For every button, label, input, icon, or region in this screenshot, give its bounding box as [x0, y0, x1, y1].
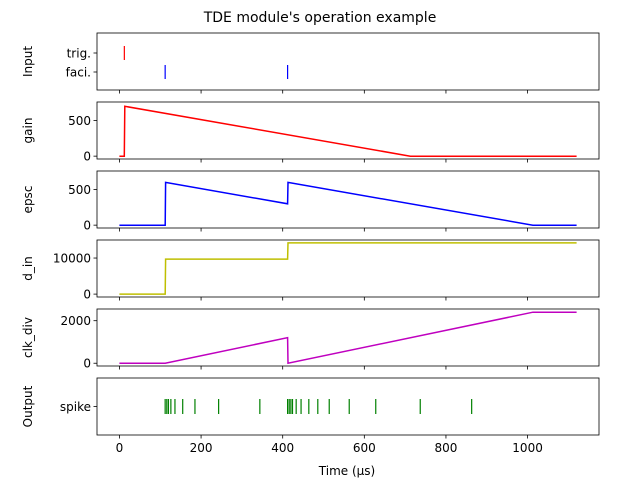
y-tick-label: 0 [83, 219, 91, 233]
series-line-d_in [119, 242, 577, 295]
y-axis-label: Input [21, 46, 35, 77]
y-tick-label: 0 [83, 150, 91, 164]
category-label: spike [60, 400, 91, 414]
x-axis-label: Time (μs) [318, 464, 375, 478]
series-line-clk_div [119, 311, 577, 365]
plot-frame [96, 308, 600, 367]
plot-frame [96, 239, 600, 298]
figure-title: TDE module's operation example [203, 10, 437, 26]
y-axis-label: gain [21, 118, 35, 144]
subplot-epsc: epsc 0 500 [21, 170, 600, 233]
subplot-clk_div: clk_div 0 2000 [21, 308, 600, 371]
plot-frame [96, 32, 600, 91]
y-axis-label: clk_div [21, 317, 35, 358]
plot-frame [96, 170, 600, 229]
plot-frame [96, 101, 600, 160]
subplot-d_in: d_in 0 10000 [21, 239, 600, 302]
y-tick-label: 0 [83, 288, 91, 302]
series-line-epsc [119, 181, 577, 226]
plot-frame [96, 377, 600, 436]
x-tick-label: 600 [353, 441, 376, 455]
category-label: faci. [66, 66, 91, 80]
category-label: trig. [67, 47, 91, 61]
y-tick-label: 2000 [60, 314, 91, 328]
y-tick-label: 500 [68, 183, 91, 197]
y-tick-label: 0 [83, 357, 91, 371]
y-axis-label: Output [21, 385, 35, 427]
series-line-gain [119, 105, 577, 157]
y-tick-label: 500 [68, 114, 91, 128]
x-tick-label: 400 [271, 441, 294, 455]
subplot-gain: gain 0 500 [21, 101, 600, 164]
y-axis-label: d_in [21, 256, 35, 281]
y-tick-label: 10000 [53, 252, 91, 266]
x-tick-label: 0 [116, 441, 124, 455]
x-tick-label: 1000 [512, 441, 543, 455]
subplots: Input trig. faci. gain 0 500 epsc 0 500 d_in 0 1000… [21, 32, 600, 455]
x-tick-label: 800 [434, 441, 457, 455]
subplot-Input: Input trig. faci. [21, 32, 600, 94]
x-tick-label: 200 [190, 441, 213, 455]
subplot-Output: 0 200 400 600 800 1000 Output spike [21, 377, 600, 455]
y-axis-label: epsc [21, 186, 35, 214]
